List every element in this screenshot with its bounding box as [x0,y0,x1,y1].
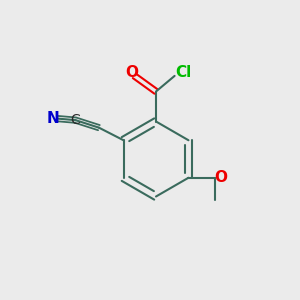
Text: C: C [70,113,80,127]
Text: N: N [46,111,59,126]
Text: O: O [214,170,227,185]
Text: O: O [125,65,139,80]
Text: Cl: Cl [175,65,191,80]
